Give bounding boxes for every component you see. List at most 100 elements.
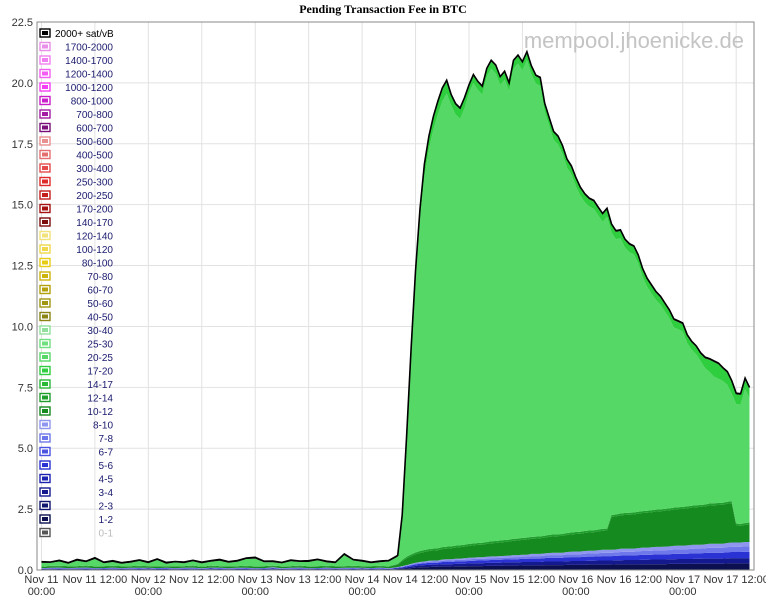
- y-tick-label: 17.5: [12, 139, 33, 151]
- x-tick-label: Nov 11 12:00: [63, 574, 128, 586]
- legend-swatch-fill: [42, 247, 48, 251]
- x-tick-sublabel: 00:00: [562, 586, 590, 598]
- area-series-3-4: [41, 558, 750, 570]
- legend-label: 17-20: [87, 367, 113, 378]
- legend-swatch-fill: [42, 58, 48, 62]
- legend-swatch-fill: [42, 125, 48, 130]
- y-tick-label: 22.5: [12, 17, 33, 29]
- total-line: [41, 49, 751, 564]
- legend-swatch-fill: [42, 152, 48, 157]
- legend-label: 12-14: [87, 394, 113, 405]
- x-tick-label: Nov 15 12:00: [490, 574, 555, 586]
- legend-label: 200-250: [76, 191, 113, 202]
- x-tick-label: Nov 16: [558, 574, 593, 586]
- legend-swatch-fill: [42, 422, 48, 427]
- legend-label: 8-10: [93, 421, 113, 432]
- legend-label: 300-400: [76, 164, 113, 175]
- x-tick-label: Nov 12 12:00: [169, 574, 234, 586]
- x-tick-label: Nov 16 12:00: [597, 574, 662, 586]
- x-tick-sublabel: 00:00: [241, 586, 269, 598]
- legend-swatch-fill: [42, 355, 48, 359]
- legend-swatch-fill: [42, 220, 48, 224]
- legend-label: 1200-1400: [65, 70, 113, 81]
- legend-label: 2-3: [99, 502, 114, 513]
- legend-swatch-fill: [42, 112, 48, 116]
- legend-label: 400-500: [76, 151, 113, 162]
- area-series-12-14: [41, 501, 750, 568]
- x-tick-label: Nov 11: [24, 574, 58, 586]
- legend-swatch-fill: [42, 463, 48, 467]
- legend-swatch-fill: [42, 301, 48, 305]
- legend-swatch-fill: [42, 490, 48, 494]
- y-tick-label: 10.0: [12, 321, 33, 333]
- x-tick-label: Nov 15: [452, 574, 487, 586]
- legend-swatch-fill: [42, 409, 48, 413]
- legend-label: 600-700: [76, 124, 113, 135]
- legend-label: 25-30: [87, 340, 113, 351]
- x-tick-sublabel: 00:00: [455, 586, 483, 598]
- legend-swatch-fill: [42, 85, 48, 89]
- legend-label: 5-6: [99, 461, 114, 472]
- legend-swatch-fill: [42, 436, 48, 440]
- x-tick-label: Nov 12: [131, 574, 166, 586]
- area-series-group: [41, 51, 750, 570]
- legend-swatch-fill: [42, 44, 48, 49]
- legend-swatch-fill: [42, 328, 48, 332]
- legend-label: 60-70: [87, 286, 113, 297]
- legend-label: 80-100: [82, 259, 114, 270]
- x-tick-label: Nov 13: [238, 574, 273, 586]
- x-tick-sublabel: 00:00: [135, 586, 163, 598]
- legend-swatch-fill: [42, 476, 48, 481]
- legend-swatch-fill: [42, 449, 48, 454]
- area-series-1-2: [41, 563, 750, 570]
- x-tick-label: Nov 17 12:00: [703, 574, 766, 586]
- legend-swatch-fill: [42, 503, 48, 508]
- y-tick-label: 7.5: [18, 382, 33, 394]
- legend-swatch-fill: [42, 179, 48, 184]
- legend-swatch-fill: [42, 233, 48, 238]
- x-tick-label: Nov 14 12:00: [383, 574, 448, 586]
- legend-label: 1700-2000: [65, 43, 113, 54]
- legend-swatch-fill: [42, 31, 48, 35]
- legend-swatch-fill: [42, 517, 48, 521]
- legend-label: 70-80: [87, 272, 113, 283]
- legend-label: 1-2: [99, 515, 114, 526]
- legend-label: 10-12: [87, 407, 113, 418]
- y-tick-label: 12.5: [12, 261, 33, 273]
- legend-swatch-fill: [42, 395, 48, 400]
- area-series-5-6: [41, 551, 750, 569]
- legend-label: 120-140: [76, 232, 113, 243]
- legend-label: 14-17: [87, 380, 113, 391]
- legend-label: 0-1: [99, 529, 114, 540]
- x-tick-label: Nov 17: [665, 574, 700, 586]
- legend-label: 1000-1200: [65, 83, 113, 94]
- legend-label: 20-25: [87, 353, 113, 364]
- legend-swatch-fill: [42, 98, 48, 103]
- area-series-20-25: [41, 60, 750, 567]
- legend-label: 40-50: [87, 313, 113, 324]
- y-tick-label: 0.0: [18, 565, 33, 577]
- y-tick-label: 20.0: [12, 78, 33, 90]
- x-tick-label: Nov 13 12:00: [276, 574, 341, 586]
- legend-label: 100-120: [76, 245, 113, 256]
- legend-label: 500-600: [76, 137, 113, 148]
- legend-swatch-fill: [42, 71, 48, 76]
- legend-swatch-fill: [42, 368, 48, 373]
- legend-label: 170-200: [76, 205, 113, 216]
- legend-label: 140-170: [76, 218, 113, 229]
- legend-swatch-fill: [42, 193, 48, 197]
- total-outline: [41, 49, 751, 564]
- legend-swatch-fill: [42, 206, 48, 211]
- legend-swatch-fill: [42, 382, 48, 386]
- x-tick-label: Nov 14: [345, 574, 380, 586]
- area-series-10-12: [41, 503, 750, 569]
- legend: 2000+ sat/vB 1700-2000 1400-1700 1200-1400 1…: [39, 28, 114, 540]
- legend-label: 4-5: [99, 475, 114, 486]
- legend-swatch-fill: [42, 287, 48, 292]
- legend-label: 3-4: [99, 488, 114, 499]
- legend-swatch-fill: [42, 274, 48, 278]
- legend-label: 2000+ sat/vB: [55, 29, 114, 40]
- legend-label: 6-7: [99, 448, 114, 459]
